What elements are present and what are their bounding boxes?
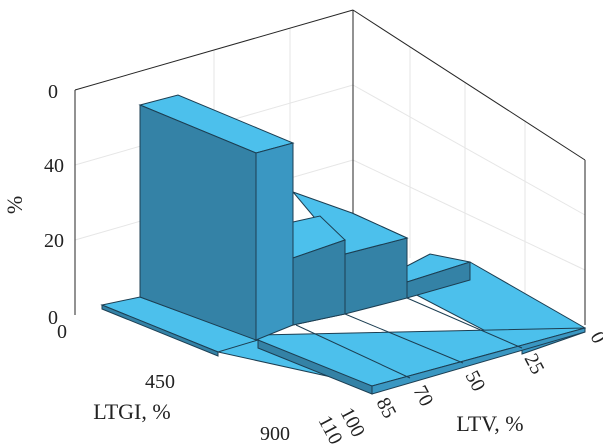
bar-tall-right xyxy=(255,142,294,341)
ltv-tick-85: 85 xyxy=(372,394,401,422)
bar-left-edge-front xyxy=(101,304,219,357)
floor-dividers xyxy=(295,297,523,379)
ltgi-axis-title: LTGI, % xyxy=(93,399,170,424)
ltv-tick-25: 25 xyxy=(520,350,549,378)
back-wall-right xyxy=(353,10,585,325)
bar-ltgi450-right xyxy=(371,327,586,395)
z-axis-title: % xyxy=(2,196,27,214)
z-tick-0: 0 xyxy=(48,307,58,329)
ltv-tick-50: 50 xyxy=(461,367,490,395)
ltv-tick-70: 70 xyxy=(409,382,438,410)
ltgi-tick-0: 0 xyxy=(57,321,67,343)
axis-box xyxy=(74,9,586,325)
ltgi-tick-450: 450 xyxy=(145,371,175,393)
z-tick-60: 0 xyxy=(48,81,58,103)
ltgi-tick-900: 900 xyxy=(260,423,290,445)
z-tick-20: 20 xyxy=(44,230,64,252)
floor-slabs xyxy=(100,261,587,395)
ltv-tick-0: 0 xyxy=(586,328,603,347)
ltv-axis-title: LTV, % xyxy=(456,411,523,436)
bar-tall xyxy=(138,94,295,341)
z-tick-labels: 0 20 40 0 xyxy=(44,81,64,329)
z-tick-40: 40 xyxy=(44,155,64,177)
bars-medium xyxy=(291,190,471,326)
ltgi-tick-labels: 0 450 900 xyxy=(57,321,290,445)
